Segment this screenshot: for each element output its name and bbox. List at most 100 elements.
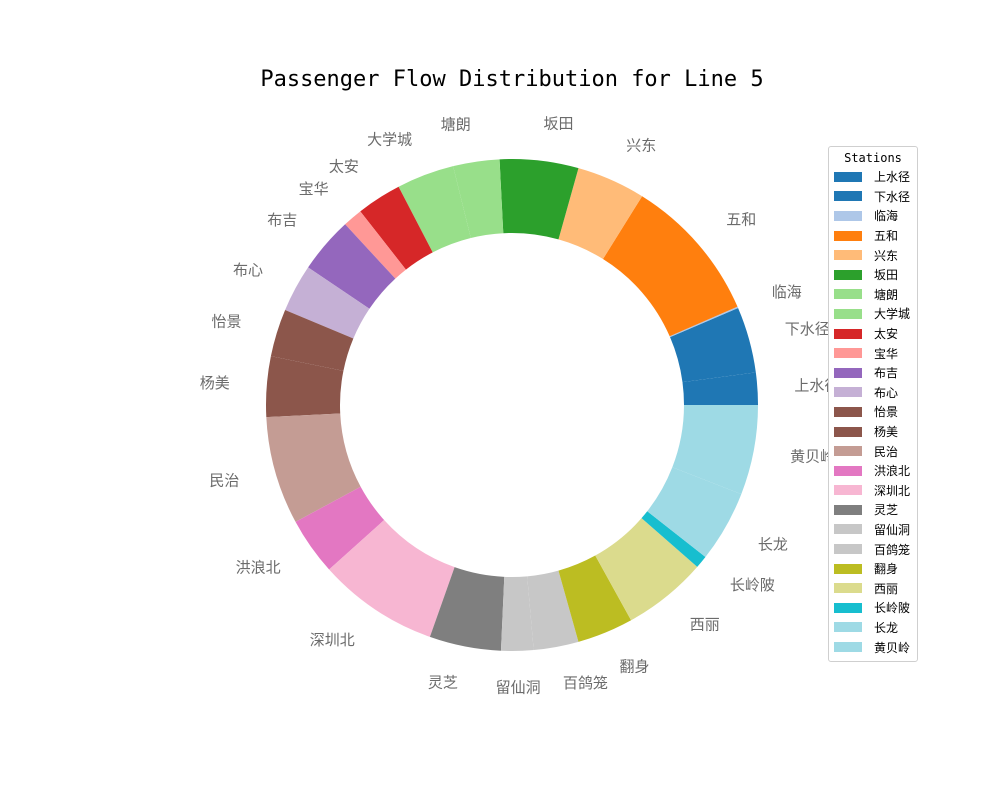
slice-24 xyxy=(672,405,758,495)
slice-label-8: 太安 xyxy=(329,158,359,176)
slice-2 xyxy=(669,306,739,338)
legend-swatch-24 xyxy=(834,642,862,653)
legend-label-12: 怡景 xyxy=(874,405,899,420)
slice-label-11: 布心 xyxy=(233,261,263,279)
legend-swatch-5 xyxy=(834,269,862,280)
slice-5 xyxy=(499,159,579,240)
legend-item-23: 长龙 xyxy=(829,618,917,638)
slice-label-20: 翻身 xyxy=(619,657,649,675)
slice-label-21: 西丽 xyxy=(690,616,720,634)
slice-label-16: 深圳北 xyxy=(310,631,355,649)
slice-21 xyxy=(595,518,698,621)
legend-swatch-13 xyxy=(834,426,862,437)
legend-title: Stations xyxy=(844,151,902,165)
legend-label-13: 杨美 xyxy=(874,425,899,440)
legend-label-24: 黄贝岭 xyxy=(874,640,911,655)
legend-swatch-11 xyxy=(834,387,862,398)
legend-item-3: 五和 xyxy=(829,226,917,246)
slice-label-7: 大学城 xyxy=(367,131,412,149)
legend-item-24: 黄贝岭 xyxy=(829,637,917,657)
legend-swatch-17 xyxy=(834,504,862,515)
slice-label-17: 灵芝 xyxy=(428,673,458,691)
legend-label-21: 西丽 xyxy=(874,581,899,596)
legend-label-14: 民治 xyxy=(874,444,899,459)
slice-label-4: 兴东 xyxy=(626,137,656,155)
legend-label-7: 大学城 xyxy=(874,307,911,322)
legend-swatch-9 xyxy=(834,348,862,359)
slice-labels-layer: 上水径下水径临海五和兴东坂田塘朗大学城太安宝华布吉布心怡景杨美民治洪浪北深圳北灵… xyxy=(200,114,840,696)
slice-14 xyxy=(266,413,361,522)
legend-label-3: 五和 xyxy=(874,229,899,244)
slice-9 xyxy=(345,211,406,279)
slice-0 xyxy=(682,372,758,405)
slice-15 xyxy=(295,486,385,570)
legend-swatch-7 xyxy=(834,308,862,319)
legend-item-2: 临海 xyxy=(829,206,917,226)
legend-item-19: 百鸽笼 xyxy=(829,539,917,559)
slice-6 xyxy=(453,159,504,239)
legend-swatch-1 xyxy=(834,191,862,202)
legend-label-17: 灵芝 xyxy=(874,503,899,518)
slice-label-14: 民治 xyxy=(209,472,239,490)
legend-item-14: 民治 xyxy=(829,441,917,461)
legend-swatch-6 xyxy=(834,289,862,300)
slices-layer xyxy=(265,159,758,651)
slice-label-18: 留仙洞 xyxy=(496,678,541,696)
slice-10 xyxy=(308,224,396,309)
legend-item-6: 塘朗 xyxy=(829,285,917,305)
legend-swatch-3 xyxy=(834,230,862,241)
legend-label-11: 布心 xyxy=(874,385,899,400)
legend-label-5: 坂田 xyxy=(874,268,899,283)
legend-swatch-21 xyxy=(834,583,862,594)
slice-label-15: 洪浪北 xyxy=(236,559,281,577)
legend-item-7: 大学城 xyxy=(829,304,917,324)
legend-label-16: 深圳北 xyxy=(874,483,911,498)
legend-swatch-14 xyxy=(834,446,862,457)
legend-swatch-0 xyxy=(834,171,862,182)
legend: Stations 上水径下水径 临海五和兴东坂田塘朗大学城太安宝华布吉布心怡景杨美… xyxy=(828,146,918,662)
slice-label-9: 宝华 xyxy=(299,180,329,198)
slice-label-2: 临海 xyxy=(772,283,802,301)
slice-3 xyxy=(602,196,738,337)
slice-label-10: 布吉 xyxy=(267,211,297,229)
legend-swatch-12 xyxy=(834,406,862,417)
legend-label-22: 长岭陂 xyxy=(874,601,911,616)
slice-13 xyxy=(265,356,344,418)
slice-label-22: 长岭陂 xyxy=(730,576,775,594)
legend-item-13: 杨美 xyxy=(829,422,917,442)
legend-swatch-10 xyxy=(834,367,862,378)
legend-swatch-19 xyxy=(834,544,862,555)
slice-label-23: 长龙 xyxy=(758,536,788,554)
legend-label-10: 布吉 xyxy=(874,366,899,381)
legend-item-17: 灵芝 xyxy=(829,500,917,520)
legend-swatch-4 xyxy=(834,250,862,261)
legend-swatch-15 xyxy=(834,465,862,476)
legend-label-23: 长龙 xyxy=(874,620,899,635)
legend-label-8: 太安 xyxy=(874,327,899,342)
slice-4 xyxy=(558,168,643,260)
legend-item-4: 兴东 xyxy=(829,245,917,265)
legend-label-4: 兴东 xyxy=(874,248,899,263)
legend-swatch-23 xyxy=(834,622,862,633)
slice-label-12: 怡景 xyxy=(211,312,241,330)
legend-label-15: 洪浪北 xyxy=(874,464,911,479)
slice-8 xyxy=(360,186,433,270)
legend-swatch-16 xyxy=(834,485,862,496)
legend-label-20: 翻身 xyxy=(874,562,899,577)
legend-label-0: 上水径 xyxy=(874,170,911,185)
slice-11 xyxy=(285,267,370,339)
slice-12 xyxy=(270,309,354,371)
slice-label-1: 下水径 xyxy=(785,320,830,338)
slice-22 xyxy=(641,511,706,567)
slice-18 xyxy=(500,576,534,651)
legend-item-8: 太安 xyxy=(829,324,917,344)
slice-17 xyxy=(429,567,505,651)
legend-label-9: 宝华 xyxy=(874,346,899,361)
legend-swatch-18 xyxy=(834,524,862,535)
legend-item-11: 布心 xyxy=(829,383,917,403)
legend-item-22: 长岭陂 xyxy=(829,598,917,618)
slice-label-13: 杨美 xyxy=(200,374,230,392)
legend-items: 上水径下水径 临海五和兴东坂田塘朗大学城太安宝华布吉布心怡景杨美民治洪浪北深圳北灵… xyxy=(829,167,917,657)
slice-23 xyxy=(647,467,742,557)
legend-item-1: 下水径 xyxy=(829,187,917,207)
